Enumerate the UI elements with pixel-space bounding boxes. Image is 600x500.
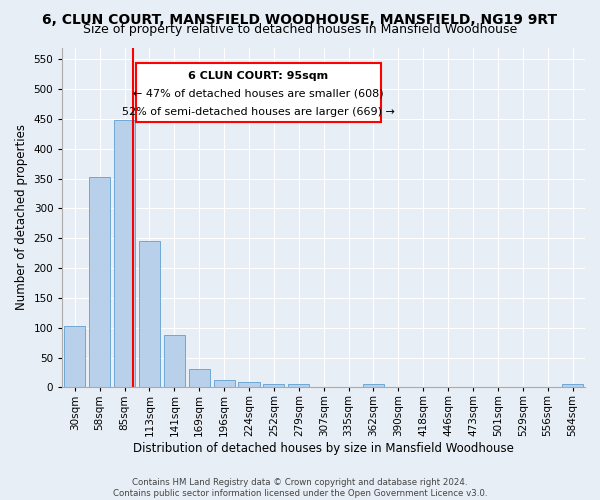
Bar (288, 384, 310, 388)
Bar (562, 384, 583, 388)
Bar (263, 384, 284, 388)
Bar (363, 384, 384, 388)
Bar (89, 177, 110, 388)
Text: Size of property relative to detached houses in Mansfield Woodhouse: Size of property relative to detached ho… (83, 22, 517, 36)
Bar (164, 336, 185, 388)
Text: 6 CLUN COURT: 95sqm: 6 CLUN COURT: 95sqm (188, 71, 328, 81)
Y-axis label: Number of detached properties: Number of detached properties (15, 124, 28, 310)
Text: ← 47% of detached houses are smaller (608): ← 47% of detached houses are smaller (60… (133, 88, 383, 99)
Text: Contains HM Land Registry data © Crown copyright and database right 2024.
Contai: Contains HM Land Registry data © Crown c… (113, 478, 487, 498)
Bar (214, 380, 235, 388)
Text: 52% of semi-detached houses are larger (669) →: 52% of semi-detached houses are larger (… (122, 106, 395, 117)
Bar (64, 326, 85, 388)
Text: 6, CLUN COURT, MANSFIELD WOODHOUSE, MANSFIELD, NG19 9RT: 6, CLUN COURT, MANSFIELD WOODHOUSE, MANS… (43, 12, 557, 26)
FancyBboxPatch shape (136, 63, 381, 122)
Bar (139, 242, 160, 388)
Bar (188, 370, 210, 388)
X-axis label: Distribution of detached houses by size in Mansfield Woodhouse: Distribution of detached houses by size … (133, 442, 514, 455)
Bar (114, 120, 135, 388)
Bar (238, 382, 260, 388)
